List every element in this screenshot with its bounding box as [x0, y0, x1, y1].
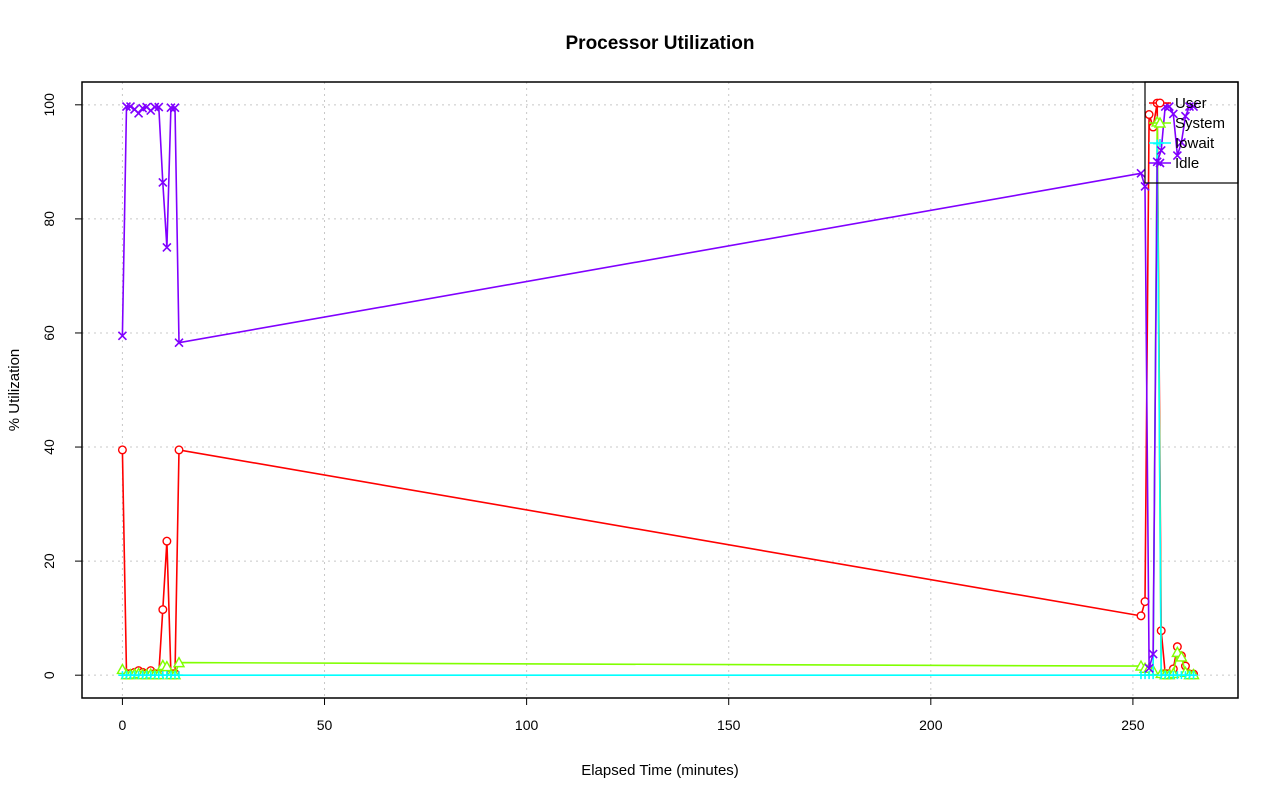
chart-title: Processor Utilization: [566, 33, 755, 54]
legend-box: [1144, 81, 1239, 184]
data-point-iowait: [1189, 671, 1198, 680]
data-point-idle: [154, 102, 164, 112]
data-point-idle: [117, 331, 127, 341]
series-line-system: [121, 121, 1194, 676]
y-tick-label: 60: [41, 325, 57, 341]
data-point-idle: [121, 101, 132, 112]
data-point-idle: [1180, 111, 1191, 121]
legend-marker-user: [1155, 98, 1165, 108]
series-iowait: [118, 139, 1198, 680]
y-axis-label: % Utilization: [6, 349, 23, 432]
data-point-user: [1140, 597, 1150, 607]
data-point-idle: [162, 242, 172, 252]
series-line-idle: [121, 105, 1194, 669]
legend-label-idle: Idle: [1175, 155, 1199, 172]
legend-marker-system: [1153, 116, 1167, 128]
data-series: [116, 98, 1200, 680]
legend-label-iowait: Iowait: [1175, 135, 1215, 152]
y-tick-label: 40: [41, 439, 57, 455]
series-line-user: [121, 102, 1194, 675]
data-point-system: [172, 656, 186, 668]
x-tick-label: 200: [919, 717, 943, 733]
y-tick-label: 0: [41, 671, 57, 679]
data-point-idle: [1136, 168, 1146, 178]
y-tick-label: 80: [41, 211, 57, 227]
data-point-idle: [1140, 181, 1150, 191]
data-point-idle: [1188, 101, 1199, 112]
data-point-idle: [1164, 101, 1174, 112]
x-tick-label: 100: [515, 717, 539, 733]
data-point-user: [117, 445, 127, 455]
series-idle: [117, 101, 1199, 673]
data-point-system: [1175, 650, 1188, 662]
x-tick-label: 50: [317, 717, 333, 733]
data-point-system: [160, 660, 174, 672]
legend-label-system: System: [1175, 115, 1225, 132]
data-point-iowait: [1149, 671, 1158, 680]
axes: 0 50 100 150 200 250 0 20 40 60 80 100: [41, 81, 1239, 733]
data-point-idle: [170, 103, 180, 113]
legend: User System Iowait Idle: [1144, 81, 1239, 184]
data-point-idle: [158, 177, 168, 187]
legend-label-user: User: [1175, 95, 1207, 112]
data-point-idle: [174, 338, 184, 348]
data-point-idle: [1176, 137, 1186, 148]
grid-lines: [82, 82, 1238, 698]
series-user: [117, 98, 1199, 679]
x-tick-label: 150: [717, 717, 741, 733]
legend-marker-idle: [1155, 158, 1165, 168]
data-point-iowait: [175, 671, 184, 680]
data-point-idle: [1168, 109, 1178, 119]
legend-marker-iowait: [1156, 139, 1164, 147]
data-point-user: [1144, 110, 1154, 120]
series-system: [116, 115, 1200, 680]
y-tick-label: 100: [41, 93, 57, 117]
x-tick-label: 0: [119, 717, 127, 733]
y-tick-label: 20: [41, 553, 57, 569]
data-point-user: [158, 605, 168, 615]
data-point-idle: [1148, 649, 1158, 659]
data-point-idle: [1172, 151, 1182, 161]
data-point-idle: [150, 102, 160, 112]
data-point-idle: [125, 101, 136, 112]
data-point-idle: [1152, 157, 1162, 167]
series-line-iowait: [122, 143, 1194, 677]
plot-frame: [81, 81, 1239, 699]
data-point-user: [174, 445, 184, 455]
data-point-user: [1136, 611, 1146, 621]
x-axis-label: Elapsed Time (minutes): [581, 762, 739, 779]
x-tick-label: 250: [1121, 717, 1145, 733]
data-point-user: [162, 536, 172, 546]
data-point-idle: [1184, 101, 1195, 112]
data-point-idle: [166, 103, 176, 113]
data-point-idle: [1144, 663, 1154, 673]
data-point-idle: [1156, 145, 1166, 156]
